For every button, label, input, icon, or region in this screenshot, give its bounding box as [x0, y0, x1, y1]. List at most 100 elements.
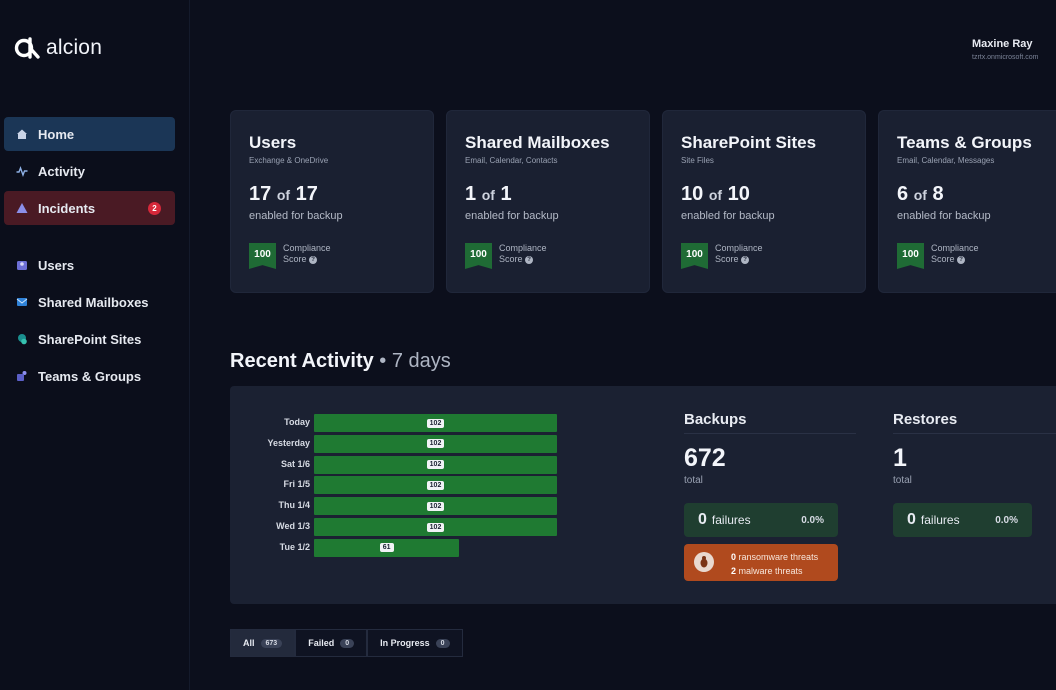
summary-card-sharepoint-sites[interactable]: SharePoint Sites Site Files 10 of 10 ena… — [662, 110, 866, 293]
warning-icon — [16, 203, 28, 213]
summary-card-users[interactable]: Users Exchange & OneDrive 17 of 17 enabl… — [230, 110, 434, 293]
compliance-score-label: Compliance Score ? — [283, 243, 331, 265]
restore-failure-rate: 0.0% — [995, 514, 1018, 526]
activity-bar-row[interactable]: Fri 1/5 102 — [230, 476, 570, 495]
compliance-score-label: Compliance Score ? — [499, 243, 547, 265]
of-label: of — [913, 187, 927, 203]
enabled-label: enabled for backup — [681, 210, 775, 222]
malware-count: 2 — [731, 566, 737, 576]
mailbox-icon — [16, 298, 28, 306]
activity-bar: 102 — [314, 518, 557, 536]
section-heading: Recent Activity — [230, 350, 374, 372]
users-icon — [17, 261, 27, 270]
bar-day-label: Wed 1/3 — [276, 521, 310, 531]
bar-value-label: 102 — [426, 480, 445, 490]
bug-icon — [694, 552, 714, 572]
enabled-label: enabled for backup — [249, 210, 343, 222]
sharepoint-icon — [18, 334, 27, 345]
tab-label: Failed — [308, 638, 335, 648]
backup-failures-box[interactable]: 0 failures 0.0% — [684, 503, 838, 537]
score-line1: Compliance — [283, 243, 331, 253]
activity-filter-tabs: All 673 Failed 0 In Progress 0 — [230, 629, 463, 657]
activity-bar-row[interactable]: Yesterday 102 — [230, 434, 570, 453]
alcion-logo-icon — [14, 37, 40, 59]
sidebar-item-activity[interactable]: Activity — [4, 154, 175, 188]
activity-bar: 102 — [314, 414, 557, 432]
help-icon[interactable]: ? — [525, 255, 534, 264]
summary-card-shared-mailboxes[interactable]: Shared Mailboxes Email, Calendar, Contac… — [446, 110, 650, 293]
tab-count-badge: 0 — [340, 638, 355, 648]
restores-divider — [893, 433, 1056, 434]
sidebar-item-label: SharePoint Sites — [38, 331, 142, 347]
threats-box[interactable]: 0 ransomware threats 2 malware threats — [684, 544, 838, 581]
activity-bar-row[interactable]: Thu 1/4 102 — [230, 497, 570, 516]
enabled-label: enabled for backup — [897, 210, 991, 222]
of-label: of — [276, 187, 291, 203]
score-line2: Score — [283, 254, 307, 264]
restores-title: Restores — [893, 411, 958, 428]
card-count: 6 of 8 — [897, 183, 944, 206]
enabled-count: 6 — [897, 183, 909, 205]
sidebar-item-home[interactable]: Home — [4, 117, 175, 151]
card-title: Teams & Groups — [897, 133, 1032, 152]
sidebar-item-shared-mailboxes[interactable]: Shared Mailboxes — [4, 285, 175, 319]
card-title: Shared Mailboxes — [465, 133, 610, 152]
compliance-score-label: Compliance Score ? — [931, 243, 979, 265]
total-count: 10 — [727, 183, 750, 205]
bar-value-label: 102 — [426, 439, 445, 449]
teams-icon — [17, 371, 27, 381]
restore-failures-label: failures — [920, 513, 960, 527]
sidebar-item-label: Users — [38, 257, 75, 273]
tab-failed[interactable]: Failed 0 — [295, 629, 368, 657]
bar-day-label: Today — [284, 417, 310, 427]
restore-failures-count: 0 — [907, 511, 916, 528]
enabled-count: 17 — [249, 183, 272, 205]
sidebar-item-incidents[interactable]: Incidents 2 — [4, 191, 175, 225]
summary-card-teams-groups[interactable]: Teams & Groups Email, Calendar, Messages… — [878, 110, 1056, 293]
sidebar-item-sharepoint-sites[interactable]: SharePoint Sites — [4, 322, 175, 356]
activity-bar: 102 — [314, 434, 557, 453]
activity-bar: 61 — [314, 538, 460, 557]
backup-failures-label: failures — [711, 513, 751, 527]
activity-bar-row[interactable]: Wed 1/3 102 — [230, 518, 570, 536]
help-icon[interactable]: ? — [957, 255, 966, 264]
compliance-score-badge: 100 — [681, 243, 708, 269]
help-icon[interactable]: ? — [741, 255, 750, 264]
score-line1: Compliance — [715, 243, 763, 253]
sidebar-item-users[interactable]: Users — [4, 248, 175, 282]
incidents-count-badge: 2 — [148, 202, 161, 215]
tab-in-progress[interactable]: In Progress 0 — [367, 629, 463, 657]
card-title: SharePoint Sites — [681, 133, 817, 152]
brand-name: alcion — [46, 36, 103, 59]
backups-title: Backups — [684, 411, 747, 428]
brand-logo[interactable]: alcion — [14, 36, 102, 60]
tab-all[interactable]: All 673 — [230, 629, 296, 657]
enabled-count: 10 — [681, 183, 704, 205]
user-name: Maxine Ray — [972, 38, 1033, 50]
sidebar-item-label: Teams & Groups — [38, 368, 142, 384]
ransomware-count: 0 — [731, 552, 737, 562]
user-menu[interactable]: Maxine Ray tzrtx.onmicrosoft.com — [972, 38, 1039, 61]
restore-failures-box[interactable]: 0 failures 0.0% — [893, 503, 1032, 537]
activity-bar-row[interactable]: Tue 1/2 61 — [230, 538, 570, 557]
card-count: 1 of 1 — [465, 183, 512, 206]
bar-day-label: Tue 1/2 — [279, 541, 310, 552]
bar-day-label: Thu 1/4 — [278, 500, 310, 511]
bar-value-label: 61 — [379, 543, 394, 553]
help-icon[interactable]: ? — [309, 255, 318, 264]
card-subtitle: Site Files — [681, 156, 714, 165]
sidebar-item-teams-groups[interactable]: Teams & Groups — [4, 359, 175, 393]
card-subtitle: Email, Calendar, Messages — [897, 156, 995, 165]
activity-bar: 102 — [314, 455, 557, 474]
tab-count-badge: 673 — [260, 638, 283, 648]
compliance-score-badge: 100 — [249, 243, 276, 269]
backups-count: 672 — [684, 444, 726, 472]
activity-bar-row[interactable]: Sat 1/6 102 — [230, 455, 570, 474]
card-count: 10 of 10 — [681, 183, 750, 206]
enabled-count: 1 — [465, 183, 477, 205]
threat-summary: 0 ransomware threats 2 malware threats — [731, 550, 818, 578]
sidebar-item-label: Incidents — [38, 200, 96, 216]
compliance-score-badge: 100 — [465, 243, 492, 269]
activity-bar-row[interactable]: Today 102 — [230, 414, 570, 432]
activity-period: 7 days — [391, 350, 451, 372]
